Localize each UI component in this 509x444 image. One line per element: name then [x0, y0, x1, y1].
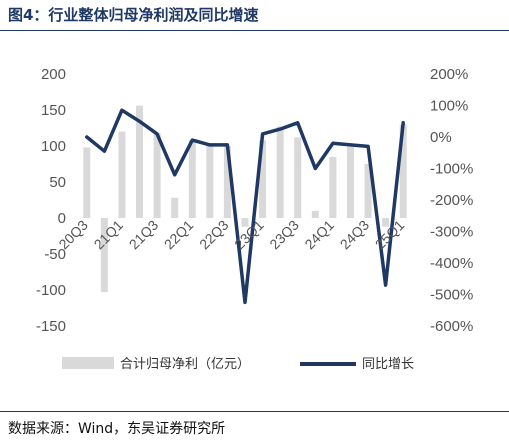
bar-20Q3 [83, 147, 91, 218]
left-tick-label: 50 [49, 174, 66, 191]
x-tick-label: 21Q1 [91, 217, 127, 253]
right-tick-label: -500% [430, 287, 473, 304]
right-tick-label: -100% [430, 161, 473, 178]
bar-21Q4 [171, 197, 179, 218]
legend: 合计归母净利（亿元） 同比增长 [62, 357, 414, 372]
x-tick-label: 24Q1 [301, 217, 337, 253]
bar-23Q4 [311, 210, 319, 218]
legend-bar-label: 合计归母净利（亿元） [120, 357, 250, 372]
x-tick-label: 22Q1 [161, 217, 197, 253]
bar-22Q2 [206, 144, 214, 218]
left-axis: -150 -100 -50 0 50 100 150 200 [36, 66, 66, 335]
chart-title: 图4：行业整体归母净利润及同比增速 [8, 6, 259, 24]
right-tick-label: -400% [430, 255, 473, 272]
source-note: 数据来源：Wind，东吴证券研究所 [8, 421, 226, 437]
right-tick-label: -300% [430, 224, 473, 241]
bar-24Q1 [329, 156, 337, 218]
left-tick-label: 200 [41, 66, 66, 83]
bar-20Q4 [100, 218, 108, 293]
bar-23Q2 [276, 126, 284, 218]
legend-line-label: 同比增长 [362, 357, 414, 372]
bar-21Q3 [153, 133, 161, 218]
bar-25Q1 [399, 124, 407, 218]
bar-24Q3 [364, 164, 372, 218]
right-tick-label: 0% [430, 129, 452, 146]
title-divider [0, 30, 509, 31]
right-axis: -600% -500% -400% -300% -200% -100% 0% 100% 200% [430, 66, 473, 335]
x-tick-label: 21Q3 [126, 217, 162, 253]
bar-24Q2 [346, 146, 354, 218]
bar-series [83, 105, 407, 293]
bar-22Q4 [241, 218, 249, 227]
bar-22Q3 [223, 146, 231, 218]
left-tick-label: -100 [36, 282, 66, 299]
left-tick-label: 100 [41, 138, 66, 155]
line-series [85, 108, 405, 305]
source-divider [0, 411, 509, 412]
legend-bar-swatch [62, 357, 114, 369]
line-growth-rate [85, 108, 405, 305]
x-tick-label: 23Q3 [266, 217, 302, 253]
x-tick-label: 24Q3 [337, 217, 373, 253]
right-tick-label: 100% [430, 98, 468, 115]
x-tick-label: 22Q3 [196, 217, 232, 253]
right-tick-label: -600% [430, 318, 473, 335]
bar-21Q2 [136, 105, 144, 218]
bar-21Q1 [118, 131, 126, 218]
left-tick-label: 150 [41, 102, 66, 119]
bar-23Q1 [259, 140, 267, 218]
bar-22Q1 [188, 140, 196, 218]
x-axis: 20Q3 21Q1 21Q3 22Q1 22Q3 23Q1 23Q3 24Q1 24Q3 25Q1 [55, 217, 407, 253]
left-tick-label: -50 [44, 246, 66, 263]
bar-23Q3 [294, 137, 302, 218]
bar-24Q4 [382, 218, 390, 227]
left-tick-label: 0 [58, 210, 66, 227]
left-tick-label: -150 [36, 318, 66, 335]
right-tick-label: 200% [430, 66, 468, 83]
right-tick-label: -200% [430, 192, 473, 209]
